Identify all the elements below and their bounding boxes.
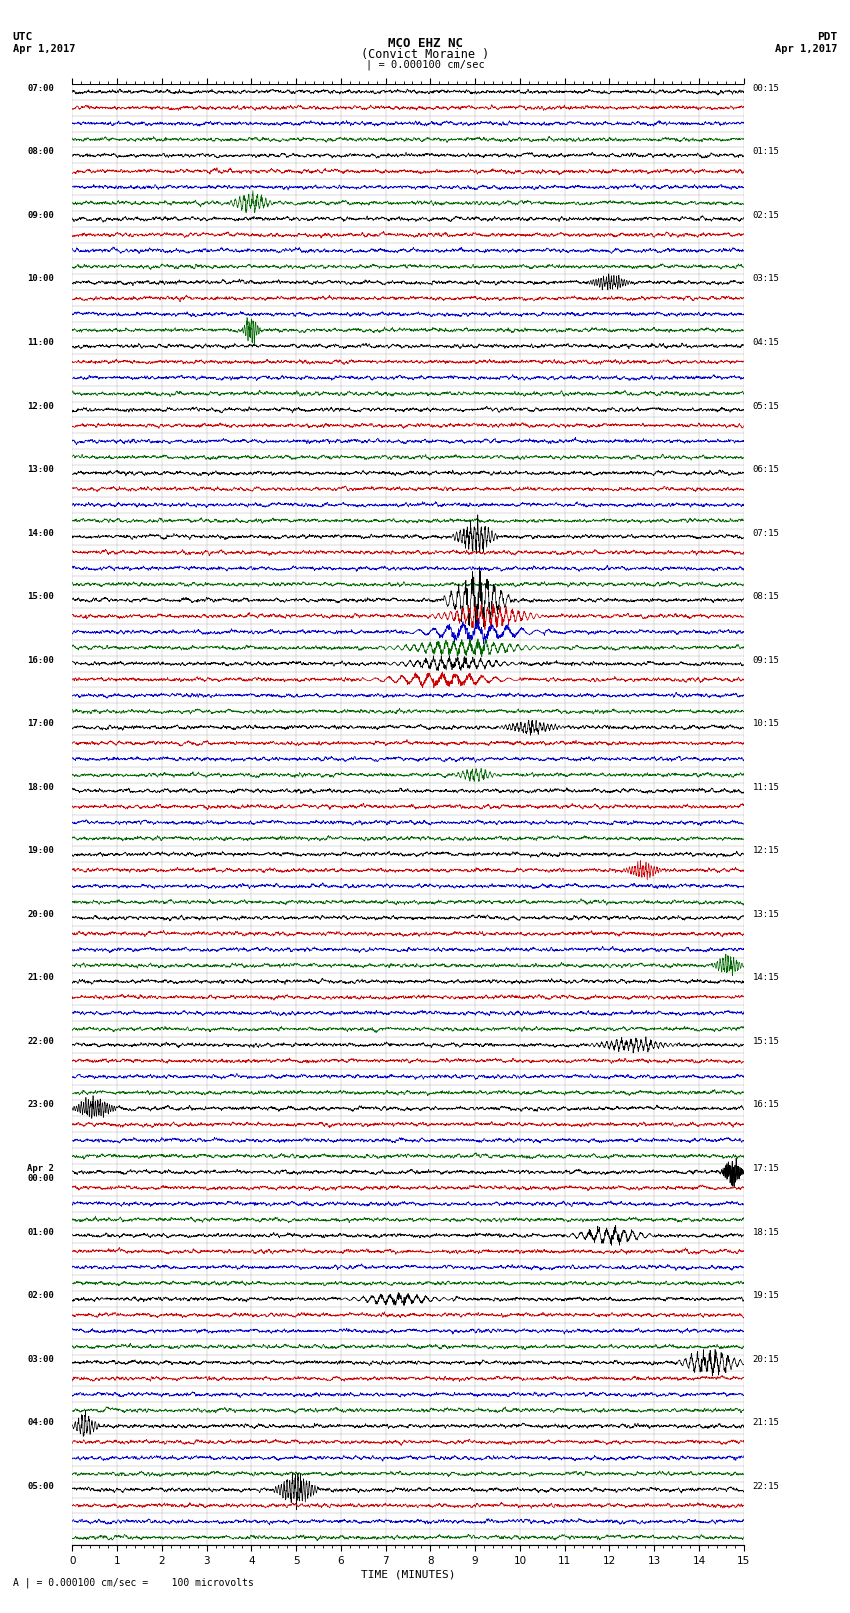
Text: 04:15: 04:15 bbox=[753, 339, 779, 347]
Text: 10:15: 10:15 bbox=[753, 719, 779, 727]
Text: 11:00: 11:00 bbox=[27, 339, 54, 347]
Text: Apr 2
00:00: Apr 2 00:00 bbox=[27, 1165, 54, 1184]
Text: 07:15: 07:15 bbox=[753, 529, 779, 537]
Text: 19:15: 19:15 bbox=[753, 1290, 779, 1300]
Text: PDT: PDT bbox=[817, 32, 837, 42]
Text: 06:15: 06:15 bbox=[753, 465, 779, 474]
Text: | = 0.000100 cm/sec: | = 0.000100 cm/sec bbox=[366, 60, 484, 71]
Text: 21:00: 21:00 bbox=[27, 973, 54, 982]
Text: 17:15: 17:15 bbox=[753, 1165, 779, 1173]
Text: 12:00: 12:00 bbox=[27, 402, 54, 411]
Text: 03:15: 03:15 bbox=[753, 274, 779, 284]
Text: UTC: UTC bbox=[13, 32, 33, 42]
Text: A | = 0.000100 cm/sec =    100 microvolts: A | = 0.000100 cm/sec = 100 microvolts bbox=[13, 1578, 253, 1589]
Text: 17:00: 17:00 bbox=[27, 719, 54, 727]
Text: Apr 1,2017: Apr 1,2017 bbox=[774, 44, 837, 53]
Text: 18:15: 18:15 bbox=[753, 1227, 779, 1237]
Text: 22:00: 22:00 bbox=[27, 1037, 54, 1045]
Text: 13:00: 13:00 bbox=[27, 465, 54, 474]
Text: 21:15: 21:15 bbox=[753, 1418, 779, 1428]
Text: MCO EHZ NC: MCO EHZ NC bbox=[388, 37, 462, 50]
X-axis label: TIME (MINUTES): TIME (MINUTES) bbox=[360, 1569, 456, 1579]
Text: 02:00: 02:00 bbox=[27, 1290, 54, 1300]
Text: 09:15: 09:15 bbox=[753, 656, 779, 665]
Text: (Convict Moraine ): (Convict Moraine ) bbox=[361, 48, 489, 61]
Text: 20:00: 20:00 bbox=[27, 910, 54, 919]
Text: 08:15: 08:15 bbox=[753, 592, 779, 602]
Text: 02:15: 02:15 bbox=[753, 211, 779, 219]
Text: 19:00: 19:00 bbox=[27, 847, 54, 855]
Text: 18:00: 18:00 bbox=[27, 782, 54, 792]
Text: 09:00: 09:00 bbox=[27, 211, 54, 219]
Text: 20:15: 20:15 bbox=[753, 1355, 779, 1363]
Text: 14:15: 14:15 bbox=[753, 973, 779, 982]
Text: 12:15: 12:15 bbox=[753, 847, 779, 855]
Text: 11:15: 11:15 bbox=[753, 782, 779, 792]
Text: 07:00: 07:00 bbox=[27, 84, 54, 94]
Text: 16:00: 16:00 bbox=[27, 656, 54, 665]
Text: 01:15: 01:15 bbox=[753, 147, 779, 156]
Text: 08:00: 08:00 bbox=[27, 147, 54, 156]
Text: 03:00: 03:00 bbox=[27, 1355, 54, 1363]
Text: 10:00: 10:00 bbox=[27, 274, 54, 284]
Text: 05:00: 05:00 bbox=[27, 1482, 54, 1490]
Text: 15:00: 15:00 bbox=[27, 592, 54, 602]
Text: 14:00: 14:00 bbox=[27, 529, 54, 537]
Text: 15:15: 15:15 bbox=[753, 1037, 779, 1045]
Text: Apr 1,2017: Apr 1,2017 bbox=[13, 44, 76, 53]
Text: 01:00: 01:00 bbox=[27, 1227, 54, 1237]
Text: 16:15: 16:15 bbox=[753, 1100, 779, 1110]
Text: 00:15: 00:15 bbox=[753, 84, 779, 94]
Text: 22:15: 22:15 bbox=[753, 1482, 779, 1490]
Text: 04:00: 04:00 bbox=[27, 1418, 54, 1428]
Text: 13:15: 13:15 bbox=[753, 910, 779, 919]
Text: 05:15: 05:15 bbox=[753, 402, 779, 411]
Text: 23:00: 23:00 bbox=[27, 1100, 54, 1110]
